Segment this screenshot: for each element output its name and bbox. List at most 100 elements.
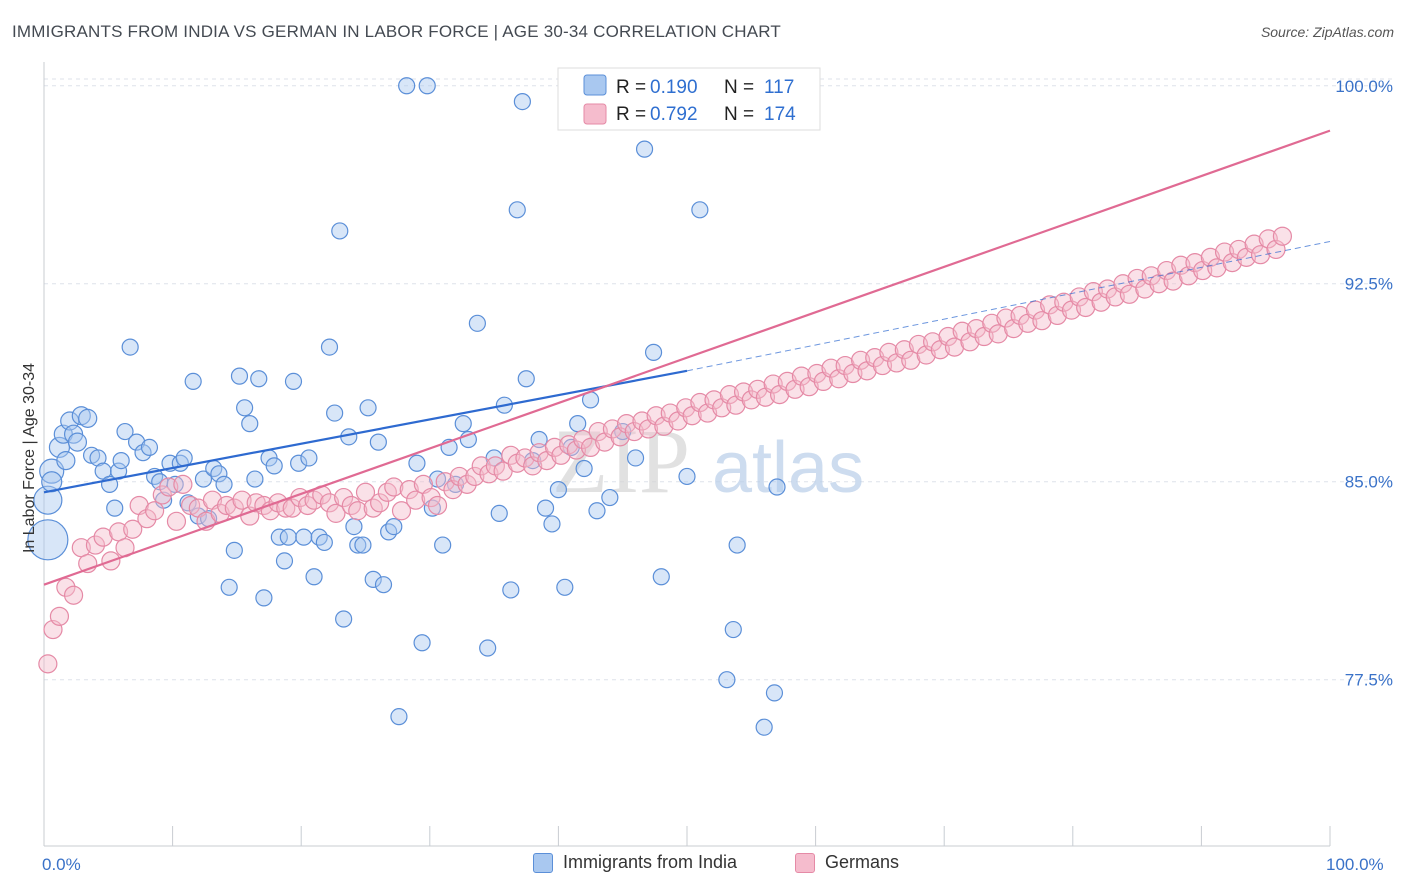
india-point — [543, 515, 561, 533]
legend-box: R = 0.190 N = 117 R = 0.792 N = 174 — [557, 67, 821, 131]
india-trend-line — [43, 369, 688, 494]
germans-point — [616, 414, 637, 434]
germans-point — [232, 490, 252, 510]
india-point — [112, 451, 130, 470]
india-point — [755, 718, 773, 736]
germans-point — [515, 448, 535, 468]
legend-r-label-germans: R = — [616, 104, 646, 125]
germans-point — [399, 480, 419, 500]
india-point — [728, 536, 746, 554]
india-point — [678, 467, 696, 486]
germans-point — [144, 501, 165, 521]
germans-point — [748, 379, 768, 399]
germans-point — [894, 340, 914, 360]
germans-point — [865, 348, 885, 368]
germans-point — [391, 501, 412, 521]
legend-color-india — [533, 852, 553, 873]
germans-point — [457, 474, 477, 494]
germans-point — [624, 421, 644, 442]
india-trend-extension — [686, 241, 1331, 372]
germans-point — [952, 321, 972, 341]
germans-point — [1083, 282, 1103, 302]
germans-point — [988, 324, 1008, 344]
india-point — [220, 578, 238, 596]
india-point — [345, 517, 363, 536]
y-axis-title: In Labor Force | Age 30-34 — [21, 363, 38, 553]
india-point — [300, 449, 318, 467]
india-point — [250, 370, 268, 388]
germans-point — [966, 319, 986, 339]
india-point — [652, 568, 670, 586]
india-point — [569, 415, 587, 433]
y-tick-label: 100.0% — [1335, 77, 1393, 96]
germans-point — [566, 440, 587, 460]
india-point — [215, 475, 233, 493]
germans-point — [341, 495, 361, 516]
germans-point — [1272, 226, 1293, 246]
india-point — [575, 459, 593, 478]
germans-point — [573, 429, 593, 450]
india-point — [326, 404, 344, 422]
india-point — [390, 708, 408, 726]
series-germans-points — [38, 226, 1293, 674]
india-point — [517, 370, 535, 388]
india-point — [549, 481, 568, 499]
india-point — [33, 485, 63, 515]
germans-point — [690, 392, 710, 413]
india-point — [530, 430, 548, 449]
india-point — [398, 77, 416, 95]
india-point — [588, 502, 606, 520]
india-point — [265, 457, 283, 475]
germans-point — [1214, 242, 1235, 262]
germans-point — [377, 482, 397, 502]
germans-point — [137, 509, 157, 529]
germans-point — [38, 654, 58, 674]
chart-title: IMMIGRANTS FROM INDIA VS GERMAN IN LABOR… — [12, 22, 781, 41]
germans-point — [996, 308, 1016, 328]
germans-point — [348, 501, 368, 521]
india-point — [27, 519, 69, 561]
germans-point — [1054, 292, 1074, 312]
germans-point — [982, 313, 1002, 333]
india-point — [140, 438, 159, 457]
india-point — [230, 367, 249, 385]
germans-point — [529, 443, 549, 463]
india-point — [89, 449, 107, 467]
india-point — [310, 528, 328, 546]
germans-point — [602, 419, 623, 439]
germans-point — [326, 503, 346, 523]
india-point — [536, 499, 555, 517]
germans-point — [334, 487, 354, 508]
india-point — [418, 77, 436, 95]
legend-item-india[interactable]: Immigrants from India — [533, 852, 737, 873]
germans-point — [49, 606, 70, 626]
germans-point — [427, 495, 448, 516]
india-point — [765, 684, 784, 702]
germans-point — [551, 445, 571, 465]
germans-point — [580, 437, 601, 458]
axes — [43, 62, 1331, 847]
legend-item-germans[interactable]: Germans — [795, 852, 899, 873]
germans-point — [763, 374, 783, 394]
germans-point — [807, 363, 827, 384]
india-point — [78, 408, 98, 428]
india-point — [56, 450, 76, 471]
legend-color-germans — [795, 852, 815, 873]
india-point — [454, 415, 472, 433]
legend-r-value-india: 0.190 — [650, 77, 698, 98]
y-tick-labels: 77.5% 85.0% 92.5% 100.0% — [1335, 77, 1393, 690]
india-point — [601, 488, 619, 507]
india-point — [359, 399, 377, 417]
india-point — [184, 372, 202, 391]
germans-point — [63, 585, 84, 605]
series-india-points — [27, 77, 786, 736]
germans-point — [319, 493, 340, 513]
germans-point — [1200, 247, 1221, 267]
india-point — [349, 536, 367, 554]
germans-point — [944, 337, 965, 357]
india-point — [385, 517, 403, 536]
india-point — [335, 610, 353, 628]
germans-point — [719, 385, 740, 405]
india-point — [210, 465, 228, 483]
y-tick-label: 85.0% — [1345, 473, 1393, 492]
